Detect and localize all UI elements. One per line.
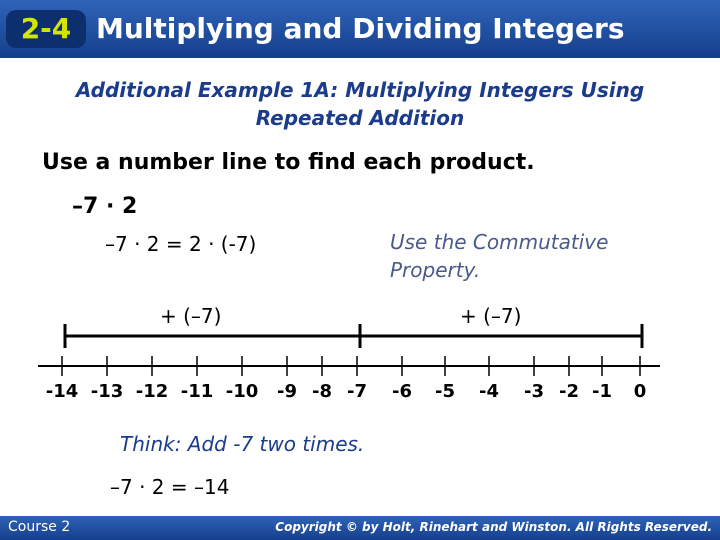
jump-brackets <box>63 324 644 348</box>
number-label: -8 <box>312 381 332 402</box>
number-label: -13 <box>90 381 124 402</box>
think: Think: Add -7 two times. <box>120 432 365 456</box>
step: –7 · 2 = 2 · (-7) <box>105 232 257 256</box>
answer: –7 · 2 = –14 <box>110 475 230 499</box>
course: Course 2 <box>8 519 71 535</box>
number-label: -14 <box>45 381 79 402</box>
copyright: Copyright © by Holt, Rinehart and Winsto… <box>275 520 712 534</box>
instruction: Use a number line to find each product. <box>42 150 535 175</box>
number-label: -2 <box>559 381 579 402</box>
number-label: -10 <box>225 381 259 402</box>
number-label: -3 <box>524 381 544 402</box>
number-label: -5 <box>435 381 455 402</box>
jump-label: + (–7) <box>160 304 222 328</box>
number-label: -1 <box>592 381 612 402</box>
number-label: -11 <box>180 381 214 402</box>
lesson-badge: 2-4 <box>6 10 86 48</box>
note: Use the Commutative Property. <box>390 230 609 282</box>
subtitle: Additional Example 1A: Multiplying Integ… <box>75 78 645 130</box>
footer-bar <box>0 516 720 540</box>
number-label: -12 <box>135 381 169 402</box>
number-label: -6 <box>392 381 412 402</box>
problem: –7 · 2 <box>72 194 138 219</box>
jump-label: + (–7) <box>460 304 522 328</box>
number-label: -4 <box>479 381 499 402</box>
header-bar <box>0 0 720 58</box>
number-label: 0 <box>633 381 647 402</box>
number-label: -9 <box>277 381 297 402</box>
number-label: -7 <box>347 381 367 402</box>
title: Multiplying and Dividing Integers <box>96 12 625 45</box>
